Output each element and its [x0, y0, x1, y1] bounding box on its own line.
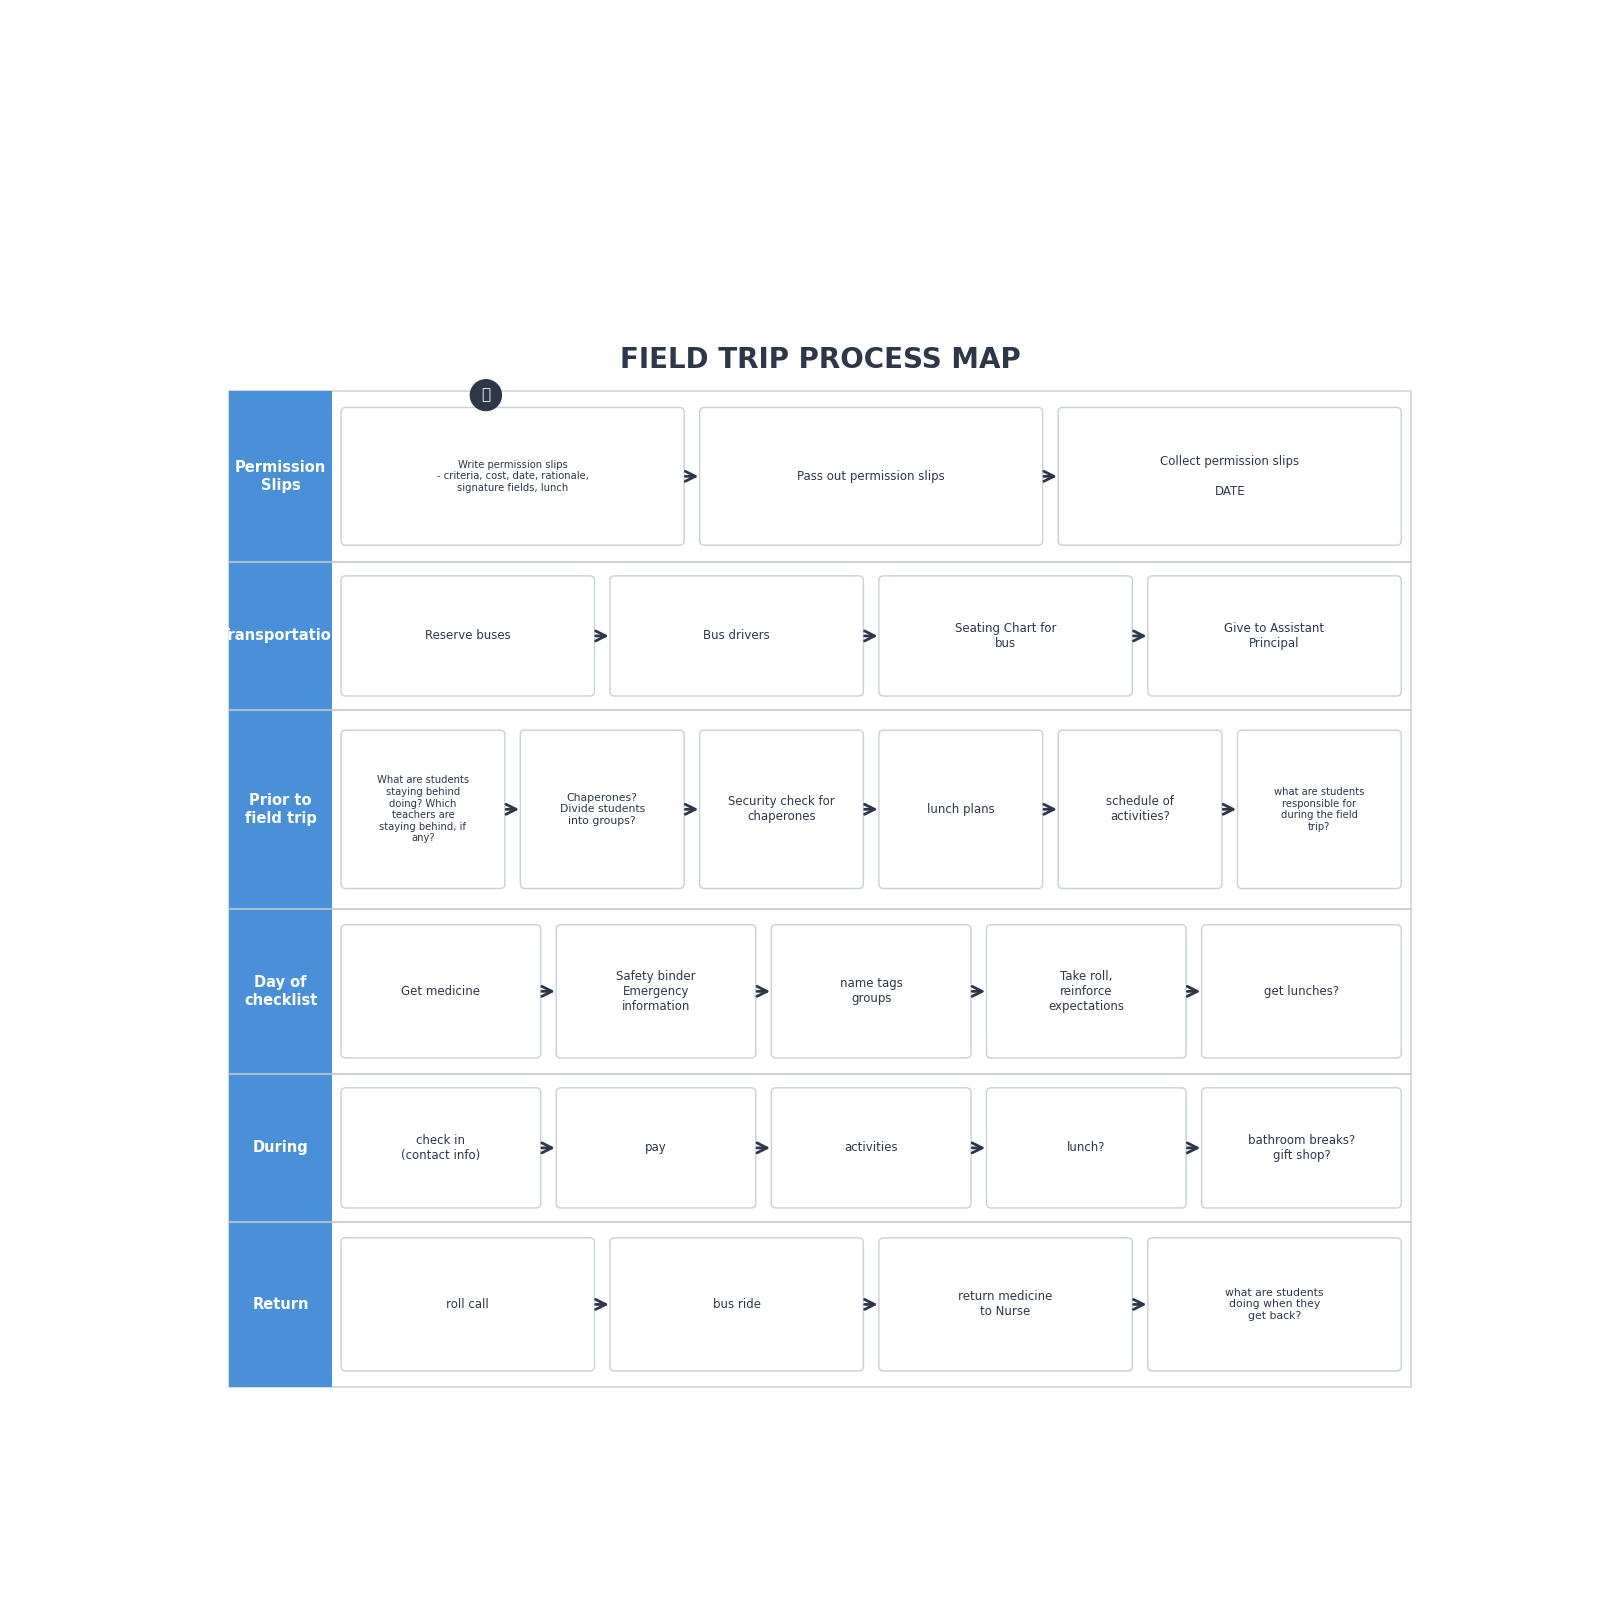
FancyBboxPatch shape [341, 576, 595, 696]
FancyBboxPatch shape [229, 909, 331, 1074]
Text: Day of
checklist: Day of checklist [243, 974, 317, 1008]
Text: What are students
staying behind
doing? Which
teachers are
staying behind, if
an: What are students staying behind doing? … [378, 776, 469, 843]
Text: pay: pay [645, 1141, 667, 1154]
FancyBboxPatch shape [878, 576, 1133, 696]
Text: Safety binder
Emergency
information: Safety binder Emergency information [616, 970, 696, 1013]
Text: Get medicine: Get medicine [402, 986, 480, 998]
Text: activities: activities [845, 1141, 898, 1154]
Text: ⛓: ⛓ [482, 387, 491, 403]
FancyBboxPatch shape [987, 925, 1186, 1058]
Text: Security check for
chaperones: Security check for chaperones [728, 795, 835, 824]
FancyBboxPatch shape [520, 730, 685, 888]
FancyBboxPatch shape [341, 730, 506, 888]
FancyBboxPatch shape [610, 1238, 864, 1371]
Text: During: During [253, 1141, 309, 1155]
FancyBboxPatch shape [1058, 730, 1222, 888]
Text: Take roll,
reinforce
expectations: Take roll, reinforce expectations [1048, 970, 1125, 1013]
Text: Give to Assistant
Principal: Give to Assistant Principal [1224, 622, 1325, 650]
FancyBboxPatch shape [229, 562, 331, 710]
FancyBboxPatch shape [1147, 576, 1402, 696]
FancyBboxPatch shape [987, 1088, 1186, 1208]
Text: check in
(contact info): check in (contact info) [402, 1134, 480, 1162]
FancyBboxPatch shape [1147, 1238, 1402, 1371]
FancyBboxPatch shape [699, 408, 1043, 546]
Text: get lunches?: get lunches? [1264, 986, 1339, 998]
Text: what are students
responsible for
during the field
trip?: what are students responsible for during… [1274, 787, 1365, 832]
Text: lunch plans: lunch plans [926, 803, 995, 816]
FancyBboxPatch shape [229, 390, 1411, 1387]
FancyBboxPatch shape [229, 1222, 331, 1387]
FancyBboxPatch shape [229, 390, 331, 562]
Text: Permission
Slips: Permission Slips [235, 461, 326, 493]
Text: roll call: roll call [446, 1298, 490, 1310]
FancyBboxPatch shape [771, 1088, 971, 1208]
Text: bus ride: bus ride [712, 1298, 760, 1310]
FancyBboxPatch shape [1058, 408, 1402, 546]
Text: Chaperones?
Divide students
into groups?: Chaperones? Divide students into groups? [560, 792, 645, 826]
Text: Transportation: Transportation [219, 629, 342, 643]
Circle shape [470, 379, 501, 411]
Text: Write permission slips
- criteria, cost, date, rationale,
signature fields, lunc: Write permission slips - criteria, cost,… [437, 459, 589, 493]
Text: Pass out permission slips: Pass out permission slips [797, 470, 946, 483]
Text: what are students
doing when they
get back?: what are students doing when they get ba… [1226, 1288, 1323, 1322]
Text: name tags
groups: name tags groups [840, 978, 902, 1005]
Text: FIELD TRIP PROCESS MAP: FIELD TRIP PROCESS MAP [619, 346, 1021, 374]
Text: lunch?: lunch? [1067, 1141, 1106, 1154]
Text: bathroom breaks?
gift shop?: bathroom breaks? gift shop? [1248, 1134, 1355, 1162]
FancyBboxPatch shape [699, 730, 864, 888]
Text: Return: Return [253, 1298, 309, 1312]
FancyBboxPatch shape [878, 1238, 1133, 1371]
FancyBboxPatch shape [557, 925, 755, 1058]
FancyBboxPatch shape [341, 1238, 595, 1371]
FancyBboxPatch shape [229, 1074, 331, 1222]
Text: Reserve buses: Reserve buses [426, 629, 510, 643]
Text: return medicine
to Nurse: return medicine to Nurse [958, 1291, 1053, 1318]
Text: Collect permission slips

DATE: Collect permission slips DATE [1160, 454, 1299, 498]
FancyBboxPatch shape [557, 1088, 755, 1208]
FancyBboxPatch shape [1202, 1088, 1402, 1208]
Text: schedule of
activities?: schedule of activities? [1106, 795, 1174, 824]
FancyBboxPatch shape [341, 408, 685, 546]
FancyBboxPatch shape [1237, 730, 1402, 888]
Text: Bus drivers: Bus drivers [704, 629, 770, 643]
FancyBboxPatch shape [229, 710, 331, 909]
FancyBboxPatch shape [341, 925, 541, 1058]
FancyBboxPatch shape [341, 1088, 541, 1208]
FancyBboxPatch shape [771, 925, 971, 1058]
FancyBboxPatch shape [878, 730, 1043, 888]
FancyBboxPatch shape [610, 576, 864, 696]
FancyBboxPatch shape [1202, 925, 1402, 1058]
Text: Seating Chart for
bus: Seating Chart for bus [955, 622, 1056, 650]
Text: Prior to
field trip: Prior to field trip [245, 794, 317, 826]
